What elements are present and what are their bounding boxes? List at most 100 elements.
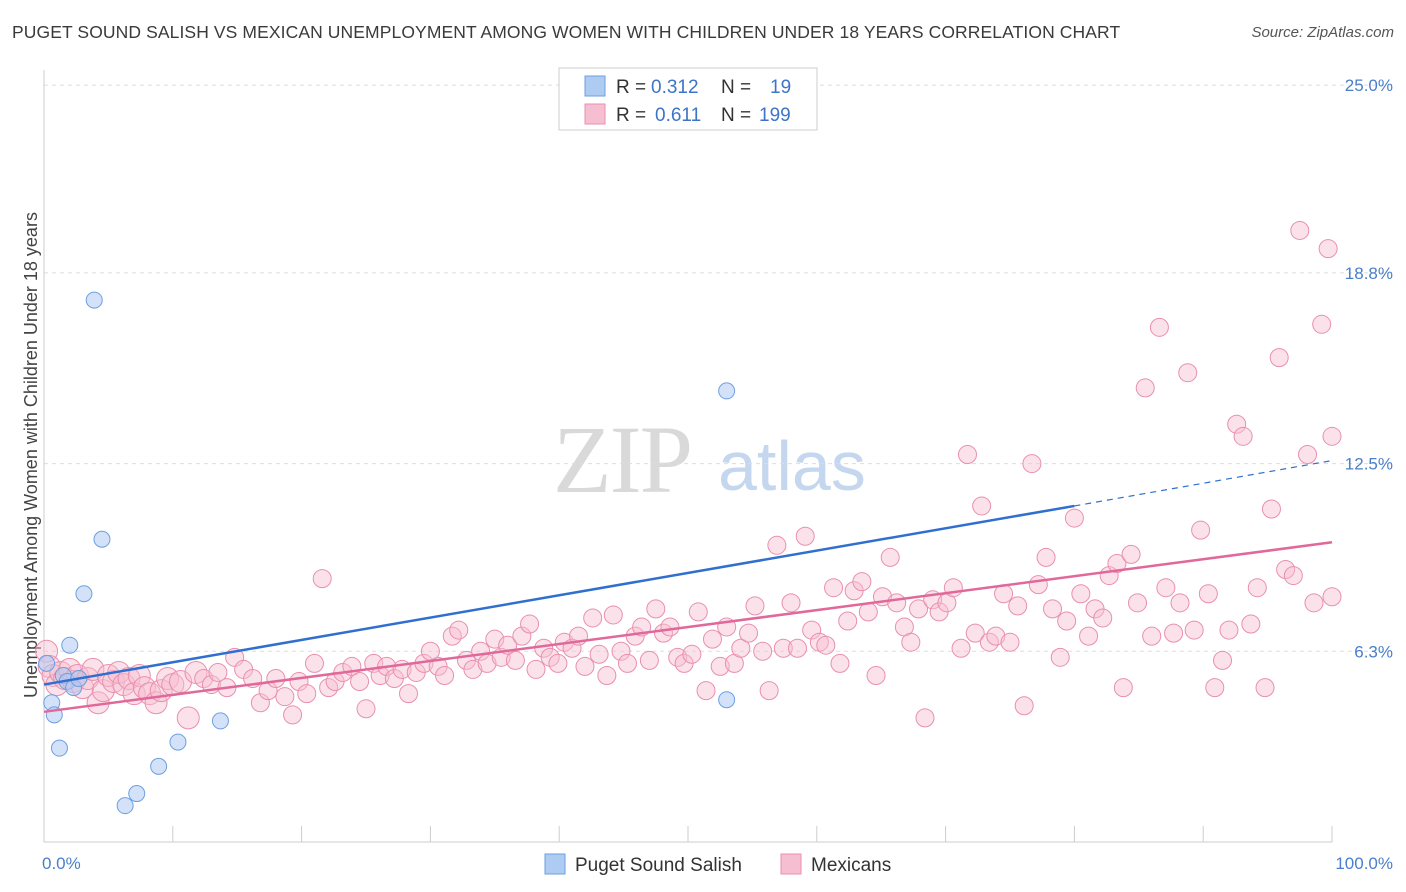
puget-sound-salish-point [93,530,111,548]
mexicans-point [512,626,532,646]
puget-sound-salish-trend-line [43,504,1075,686]
mexicans-point [858,602,878,622]
mexicans-point [1064,508,1084,528]
mexicans-point [639,650,659,670]
puget-sound-salish-point [718,691,736,709]
mexicans-point [852,572,872,592]
mexicans-point [250,693,270,713]
mexicans-point [816,635,836,655]
chart-title: PUGET SOUND SALISH VS MEXICAN UNEMPLOYME… [12,22,1121,42]
bottom-legend-label-puget: Puget Sound Salish [575,855,742,876]
mexicans-point [1121,544,1141,564]
mexicans-point [1227,414,1247,434]
puget-sound-salish-point [169,733,187,751]
mexicans-point [1261,499,1281,519]
mexicans-point [688,602,708,622]
mexicans-point [1312,314,1332,334]
mexicans-point [1290,220,1310,240]
y-axis-label: Unemployment Among Women with Children U… [21,212,41,698]
mexicans-point [1322,426,1342,446]
mexicans-point [449,620,469,640]
mexicans-point [660,617,680,637]
y-tick-label: 18.8% [1345,264,1393,283]
bottom-legend-label-mexicans: Mexicans [811,855,891,876]
mexicans-point [463,659,483,679]
mexicans-point [597,665,617,685]
mexicans-point [1198,584,1218,604]
mexicans-point [1008,596,1028,616]
legend-r-label: R = [616,77,646,98]
mexicans-point [505,650,525,670]
mexicans-point [682,644,702,664]
puget-sound-salish-point [85,291,103,309]
mexicans-point [1028,575,1048,595]
mexicans-point [965,623,985,643]
mexicans-point [1247,578,1267,598]
mexicans-point [972,496,992,516]
mexicans-point [275,687,295,707]
mexicans-point [787,638,807,658]
legend-swatch-mexicans [584,103,606,125]
puget-sound-salish-point [116,797,134,815]
mexicans-point [540,647,560,667]
mexicans-point [304,653,324,673]
bottom-legend-swatch-mexicans [780,853,802,875]
mexicans-point [1164,623,1184,643]
legend-n-label: N = [721,105,751,126]
mexicans-point [1178,363,1198,383]
mexicans-point [1107,553,1127,573]
mexicans-point [1022,454,1042,474]
puget-sound-salish-point [211,712,229,730]
mexicans-point [589,644,609,664]
puget-sound-salish-point [38,654,56,672]
puget-sound-salish-trend-extension [1074,459,1333,507]
mexicans-point [702,629,722,649]
mexicans-point [526,659,546,679]
y-tick-label: 12.5% [1345,455,1393,474]
mexicans-point [1128,593,1148,613]
mexicans-point [1205,678,1225,698]
mexicans-point [548,653,568,673]
mexicans-point [710,656,730,676]
mexicans-point [915,708,935,728]
legend-n-value-mexicans: 199 [759,105,791,126]
mexicans-point [901,632,921,652]
mexicans-point [781,593,801,613]
mexicans-point [887,593,907,613]
mexicans-point [1142,626,1162,646]
watermark-zip: ZIP [553,406,691,513]
mexicans-point [297,684,317,704]
mexicans-point [1233,426,1253,446]
puget-sound-salish-point [75,585,93,603]
mexicans-point [399,684,419,704]
mexicans-point [1283,566,1303,586]
mexicans-point [1255,678,1275,698]
stats-legend: R = 0.312 N = 19 R = 0.611 N = 199 [558,67,818,131]
mexicans-point [1276,560,1296,580]
mexicans-point [1184,620,1204,640]
mexicans-point [176,706,200,730]
watermark-atlas: atlas [718,427,866,505]
mexicans-point [312,569,332,589]
puget-sound-salish-points [38,291,736,815]
mexicans-point [1241,614,1261,634]
mexicans-point [1304,593,1324,613]
mexicans-point [356,699,376,719]
legend-r-value-mexicans: 0.611 [655,105,701,126]
series-legend: Puget Sound Salish Mexicans [544,853,891,876]
mexicans-point [1219,620,1239,640]
mexicans-point [773,638,793,658]
mexicans-point [1113,678,1133,698]
mexicans-point [603,605,623,625]
mexicans-point [194,669,214,689]
mexicans-point [1156,578,1176,598]
mexicans-point [753,641,773,661]
mexicans-trend-line [43,541,1333,714]
mexicans-point [1071,584,1091,604]
mexicans-point [745,596,765,616]
x-tick-label-min: 0.0% [42,854,81,873]
legend-n-value-puget: 19 [770,77,791,98]
mexicans-point [830,653,850,673]
mexicans-point [951,638,971,658]
source-credit: Source: ZipAtlas.com [1251,24,1394,41]
